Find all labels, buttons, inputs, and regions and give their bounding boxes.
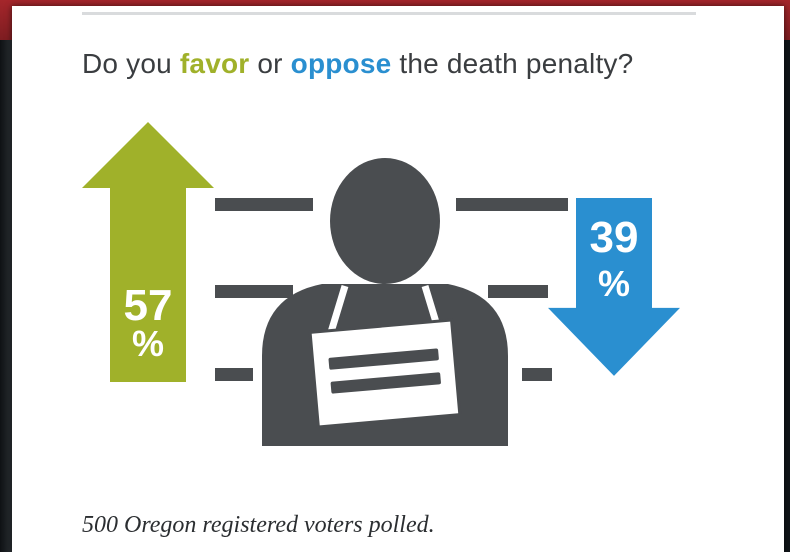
question-favor-word: favor xyxy=(179,48,250,79)
favor-unit-label: % xyxy=(132,323,164,364)
oppose-arrow: 39 % xyxy=(548,198,680,376)
question-prefix: Do you xyxy=(82,48,180,79)
height-line-right-bottom xyxy=(522,368,552,381)
favor-arrow-shape xyxy=(82,122,214,382)
infographic-card: Do you favor or oppose the death penalty… xyxy=(12,6,784,552)
oppose-arrow-shape xyxy=(548,198,680,376)
oppose-value-label: 39 xyxy=(590,213,639,262)
poll-question: Do you favor or oppose the death penalty… xyxy=(82,48,762,80)
height-line-left-top xyxy=(215,198,313,211)
oppose-unit-label: % xyxy=(598,263,630,304)
height-line-right-top xyxy=(456,198,568,211)
prisoner-icon xyxy=(262,158,508,446)
favor-value-label: 57 xyxy=(124,281,173,330)
height-line-left-bottom xyxy=(215,368,253,381)
background-left-edge xyxy=(0,40,12,552)
question-oppose-word: oppose xyxy=(290,48,392,79)
height-lines xyxy=(215,198,568,381)
top-divider xyxy=(82,12,696,15)
name-placard xyxy=(308,318,462,429)
poll-chart: 57 % 39 % xyxy=(82,122,680,446)
sample-note: 500 Oregon registered voters polled. xyxy=(82,512,435,538)
background-right-edge xyxy=(784,40,790,552)
favor-arrow: 57 % xyxy=(82,122,214,382)
question-suffix: the death penalty? xyxy=(391,48,634,79)
height-line-left-middle xyxy=(215,285,293,298)
question-middle: or xyxy=(249,48,291,79)
height-line-right-middle xyxy=(488,285,548,298)
